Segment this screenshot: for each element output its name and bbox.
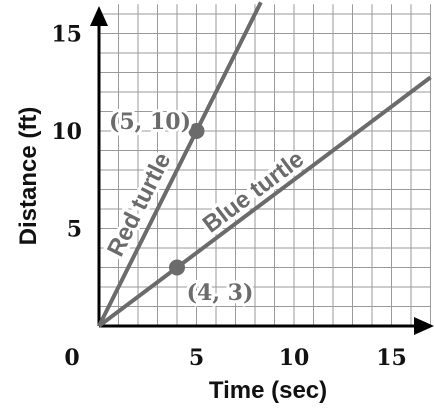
point-label-5-10: (5, 10) bbox=[109, 109, 191, 135]
y-axis-arrow bbox=[90, 6, 108, 26]
blue-turtle-label: Blue turtle bbox=[198, 146, 309, 239]
y-tick-label: 5 bbox=[67, 217, 82, 243]
point-label-4-3-halo: (4, 3) bbox=[187, 280, 254, 306]
y-tick-label: 15 bbox=[51, 22, 82, 48]
axes: 0 5 10 15 5 10 15 bbox=[51, 6, 434, 371]
y-axis-label: Distance (ft) bbox=[15, 107, 42, 246]
x-tick-label: 5 bbox=[189, 345, 204, 371]
point-label-4-3: (4, 3) bbox=[187, 280, 254, 306]
x-tick-label: 0 bbox=[64, 345, 79, 371]
grid bbox=[99, 4, 431, 326]
series-lines bbox=[97, 1, 432, 328]
series-line-red-turtle bbox=[97, 1, 263, 327]
x-axis-arrow bbox=[414, 317, 434, 335]
y-tick-label: 10 bbox=[51, 119, 82, 145]
x-tick-label: 15 bbox=[376, 345, 407, 371]
point-label-5-10-halo: (5, 10) bbox=[109, 109, 191, 135]
data-point bbox=[188, 123, 205, 139]
data-points bbox=[169, 123, 205, 276]
x-tick-label: 10 bbox=[279, 345, 310, 371]
x-axis-label: Time (sec) bbox=[209, 377, 327, 404]
series-line-blue-turtle bbox=[97, 75, 432, 328]
data-point bbox=[169, 259, 185, 276]
